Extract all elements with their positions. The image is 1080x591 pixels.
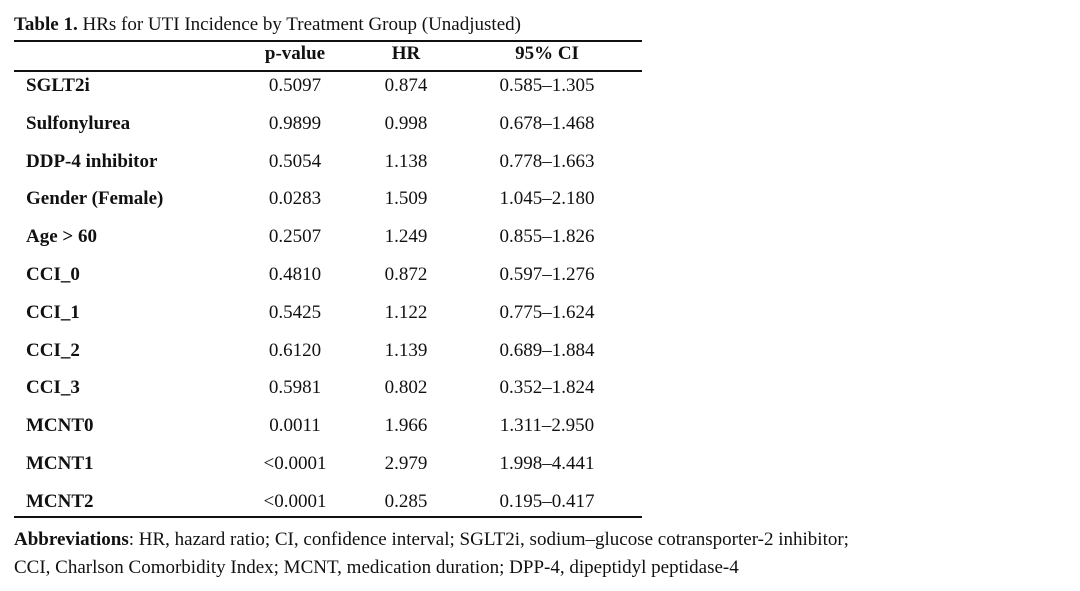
- row-ci: 0.195–0.417: [499, 490, 595, 512]
- row-ci: 0.775–1.624: [499, 301, 595, 323]
- row-ci: 1.045–2.180: [499, 188, 595, 210]
- table-caption-label: Table 1.: [14, 14, 78, 35]
- row-p-value: 0.5981: [268, 377, 322, 399]
- table-row: CCI_2 0.6120 1.139 0.689–1.884: [0, 339, 680, 376]
- row-variable: CCI_3: [26, 377, 80, 399]
- bottom-rule: [14, 516, 642, 518]
- row-variable: MCNT1: [26, 453, 94, 474]
- row-variable: Age > 60: [26, 226, 97, 248]
- row-variable: DDP-4 inhibitor: [26, 150, 158, 172]
- row-hr: 1.509: [384, 188, 428, 210]
- row-variable: CCI_0: [26, 264, 80, 285]
- row-ci: 1.311–2.950: [499, 415, 595, 437]
- table-caption: Table 1. HRs for UTI Incidence by Treatm…: [14, 13, 521, 37]
- table-row: Gender (Female) 0.0283 1.509 1.045–2.180: [0, 187, 680, 224]
- table-row: MCNT0 0.0011 1.966 1.311–2.950: [0, 414, 680, 451]
- row-variable: SGLT2i: [26, 75, 90, 96]
- table-row: CCI_1 0.5425 1.122 0.775–1.624: [0, 301, 680, 338]
- row-ci: 0.855–1.826: [499, 226, 595, 248]
- table-row: MCNT1 <0.0001 2.979 1.998–4.441: [0, 452, 680, 489]
- column-header-p-value: p-value: [264, 43, 326, 64]
- row-hr: 0.802: [384, 377, 428, 399]
- row-hr: 0.998: [384, 112, 428, 134]
- row-ci: 0.778–1.663: [499, 150, 595, 172]
- row-variable: Sulfonylurea: [26, 112, 131, 134]
- row-p-value: 0.4810: [268, 264, 322, 285]
- row-p-value: 0.6120: [268, 339, 322, 361]
- row-hr: 2.979: [384, 453, 428, 474]
- row-p-value: 0.5097: [268, 75, 322, 96]
- row-p-value: 0.5425: [268, 301, 322, 323]
- abbreviations-line-2: CCI, Charlson Comorbidity Index; MCNT, m…: [14, 557, 739, 578]
- row-p-value: <0.0001: [263, 453, 327, 474]
- row-ci: 0.678–1.468: [499, 112, 595, 134]
- row-ci: 1.998–4.441: [499, 453, 595, 474]
- table-row: MCNT2 <0.0001 0.285 0.195–0.417: [0, 490, 680, 527]
- table-caption-text: HRs for UTI Incidence by Treatment Group…: [82, 14, 521, 35]
- row-p-value: 0.0011: [269, 415, 321, 437]
- row-hr: 1.966: [384, 415, 428, 437]
- row-hr: 1.122: [384, 301, 428, 323]
- row-hr: 1.139: [384, 339, 428, 361]
- row-variable: CCI_2: [26, 339, 80, 361]
- row-variable: MCNT0: [26, 415, 94, 437]
- row-hr: 0.285: [384, 490, 428, 512]
- column-header-ci: 95% CI: [515, 43, 579, 64]
- row-variable: MCNT2: [26, 490, 94, 512]
- row-ci: 0.597–1.276: [499, 264, 595, 285]
- row-p-value: 0.2507: [268, 226, 322, 248]
- abbreviations-note: Abbreviations: HR, hazard ratio; CI, con…: [14, 526, 1054, 582]
- table-row: CCI_3 0.5981 0.802 0.352–1.824: [0, 376, 680, 413]
- row-p-value: 0.0283: [268, 188, 322, 210]
- row-p-value: <0.0001: [263, 490, 327, 512]
- row-ci: 0.689–1.884: [499, 339, 595, 361]
- row-p-value: 0.5054: [268, 150, 322, 172]
- row-hr: 0.874: [384, 75, 428, 96]
- column-header-hr: HR: [391, 43, 421, 64]
- row-hr: 0.872: [384, 264, 428, 285]
- table-row: DDP-4 inhibitor 0.5054 1.138 0.778–1.663: [0, 150, 680, 187]
- abbreviations-label: Abbreviations: [14, 529, 129, 550]
- row-p-value: 0.9899: [268, 112, 322, 134]
- table-row: CCI_0 0.4810 0.872 0.597–1.276: [0, 263, 680, 300]
- top-rule: [14, 40, 642, 42]
- abbreviations-text-1: : HR, hazard ratio; CI, confidence inter…: [128, 529, 849, 550]
- row-variable: CCI_1: [26, 301, 80, 323]
- row-hr: 1.249: [384, 226, 428, 248]
- table-row: Sulfonylurea 0.9899 0.998 0.678–1.468: [0, 112, 680, 149]
- row-hr: 1.138: [384, 150, 428, 172]
- row-ci: 0.585–1.305: [499, 75, 595, 96]
- table-row: Age > 60 0.2507 1.249 0.855–1.826: [0, 225, 680, 262]
- table-row: SGLT2i 0.5097 0.874 0.585–1.305: [0, 74, 680, 111]
- abbreviations-line-1: Abbreviations: HR, hazard ratio; CI, con…: [14, 526, 1054, 554]
- row-variable: Gender (Female): [26, 188, 164, 210]
- header-rule: [14, 70, 642, 72]
- row-ci: 0.352–1.824: [499, 377, 595, 399]
